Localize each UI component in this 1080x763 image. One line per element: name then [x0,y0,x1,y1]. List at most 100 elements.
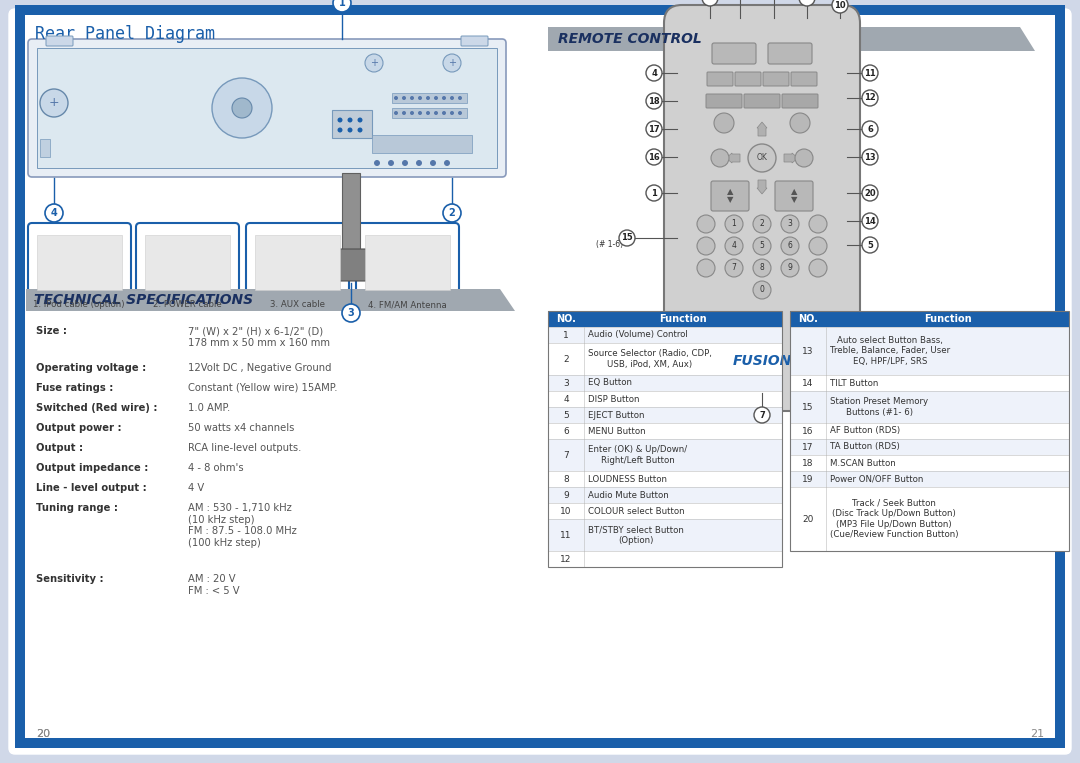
Text: 17: 17 [802,443,813,452]
Circle shape [458,111,462,115]
Circle shape [342,304,360,322]
Circle shape [832,0,848,13]
Bar [392,93,467,103]
Circle shape [450,96,454,100]
Circle shape [646,93,662,109]
Text: TA Button (RDS): TA Button (RDS) [831,443,900,452]
Circle shape [402,111,406,115]
Text: 13: 13 [864,153,876,162]
Text: 3. AUX cable: 3. AUX cable [270,300,324,309]
Circle shape [333,0,351,12]
Text: 4: 4 [51,208,57,218]
Circle shape [725,259,743,277]
Text: Station Preset Memory
Buttons (#1- 6): Station Preset Memory Buttons (#1- 6) [831,398,928,417]
Text: 2: 2 [759,220,765,228]
Bar [789,423,1069,439]
Text: 4: 4 [731,242,737,250]
Circle shape [753,259,771,277]
Text: 1: 1 [651,188,657,198]
Text: 7" (W) x 2" (H) x 6-1/2" (D)
178 mm x 50 mm x 160 mm: 7" (W) x 2" (H) x 6-1/2" (D) 178 mm x 50… [188,326,330,348]
Text: Auto select Button Bass,
Treble, Balance, Fader, User
EQ, HPF/LPF, SRS: Auto select Button Bass, Treble, Balance… [831,336,950,366]
Circle shape [365,54,383,72]
Bar [145,235,230,290]
Text: 12Volt DC , Negative Ground: 12Volt DC , Negative Ground [188,363,332,373]
Circle shape [862,185,878,201]
Bar [789,455,1069,471]
FancyBboxPatch shape [664,5,860,411]
Bar [548,503,782,519]
Text: Sensitivity :: Sensitivity : [36,574,104,584]
FancyBboxPatch shape [334,249,368,281]
FancyBboxPatch shape [28,39,507,177]
Circle shape [374,160,380,166]
Text: MENU Button: MENU Button [588,427,646,436]
FancyArrow shape [726,153,740,163]
Text: Fuse ratings :: Fuse ratings : [36,383,113,393]
Text: 21: 21 [1030,729,1044,739]
FancyBboxPatch shape [356,223,459,299]
Text: 9: 9 [563,491,569,500]
Text: AM : 20 V
FM : < 5 V: AM : 20 V FM : < 5 V [188,574,240,596]
Text: LOUDNESS Button: LOUDNESS Button [588,475,667,484]
Bar [548,391,782,407]
Text: 6: 6 [563,427,569,436]
Circle shape [442,96,446,100]
Polygon shape [548,27,1035,51]
Text: 4 V: 4 V [188,483,204,493]
Text: Output power :: Output power : [36,423,122,433]
Text: Size :: Size : [36,326,67,336]
Bar [365,235,450,290]
Text: 4: 4 [651,69,657,78]
Text: NO.: NO. [798,314,818,324]
Text: 6: 6 [867,124,873,134]
Text: 19: 19 [802,475,813,484]
FancyBboxPatch shape [775,181,813,211]
Text: 11: 11 [561,530,571,539]
Text: 7: 7 [731,263,737,272]
Text: 5: 5 [759,242,765,250]
Circle shape [430,160,436,166]
Text: 1: 1 [339,0,346,8]
Text: 2: 2 [563,355,569,363]
Text: Source Selector (Radio, CDP,
USB, iPod, XM, Aux): Source Selector (Radio, CDP, USB, iPod, … [588,349,712,369]
Circle shape [711,149,729,167]
Text: Switched (Red wire) :: Switched (Red wire) : [36,403,158,413]
Text: Audio (Volume) Control: Audio (Volume) Control [588,330,688,340]
Circle shape [862,65,878,81]
Text: 13: 13 [802,346,813,356]
Bar [342,173,360,253]
Circle shape [753,237,771,255]
Circle shape [426,111,430,115]
Text: 9: 9 [805,0,810,2]
Text: COLOUR select Button: COLOUR select Button [588,507,685,516]
Text: (# 1-6): (# 1-6) [596,240,623,250]
Text: +: + [448,58,456,68]
Circle shape [697,215,715,233]
Text: EJECT Button: EJECT Button [588,410,645,420]
Circle shape [418,96,422,100]
Circle shape [862,90,878,106]
Circle shape [348,127,352,133]
Circle shape [444,160,450,166]
FancyBboxPatch shape [46,36,73,46]
Circle shape [748,144,777,172]
Polygon shape [26,289,515,311]
Circle shape [450,111,454,115]
Circle shape [394,96,399,100]
Circle shape [426,96,430,100]
Text: 12: 12 [864,94,876,102]
Bar [1055,5,1065,748]
Text: ▼: ▼ [791,195,797,204]
FancyBboxPatch shape [735,72,761,86]
Text: 15: 15 [802,403,813,411]
Circle shape [443,204,461,222]
Text: 3: 3 [787,220,793,228]
Text: 1: 1 [731,220,737,228]
Circle shape [799,0,815,6]
Text: Constant (Yellow wire) 15AMP.: Constant (Yellow wire) 15AMP. [188,383,337,393]
Text: TECHNICAL SPECIFICATIONS: TECHNICAL SPECIFICATIONS [33,293,253,307]
Text: 4: 4 [563,394,569,404]
Circle shape [232,98,252,118]
Text: 18: 18 [648,96,660,105]
Text: 1: 1 [563,330,569,340]
